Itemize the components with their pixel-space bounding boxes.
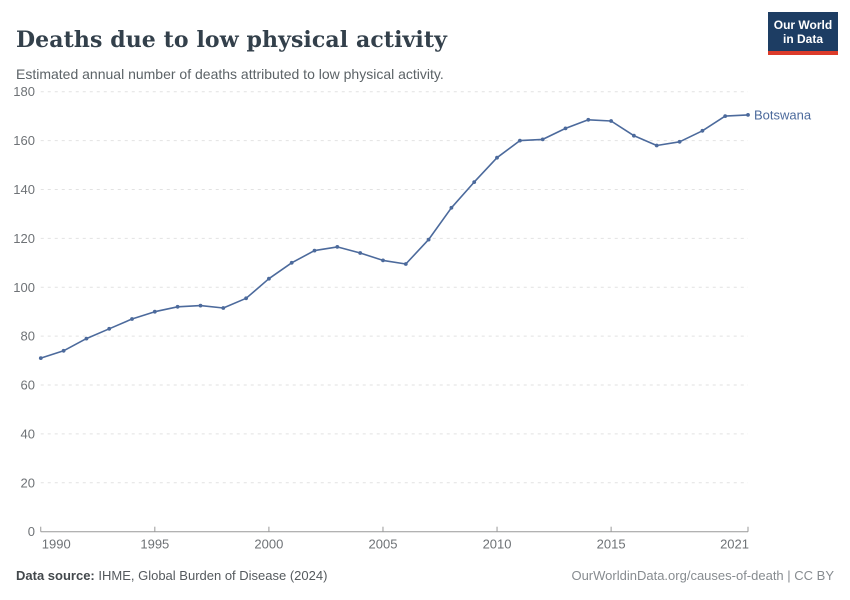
data-point bbox=[586, 117, 591, 122]
data-point bbox=[518, 138, 522, 143]
data-point bbox=[358, 251, 363, 255]
owid-logo-line2: in Data bbox=[782, 32, 823, 47]
data-point bbox=[381, 258, 385, 263]
data-point bbox=[267, 276, 271, 281]
y-gridlines bbox=[40, 91, 748, 533]
data-point bbox=[312, 248, 317, 253]
y-tick-label: 140 bbox=[13, 182, 35, 197]
data-point bbox=[449, 205, 454, 210]
footer-datasource: Data source: IHME, Global Burden of Dise… bbox=[16, 568, 327, 583]
data-point bbox=[244, 296, 249, 301]
x-tick-label: 2005 bbox=[369, 537, 398, 552]
y-tick-label: 0 bbox=[28, 524, 35, 539]
data-point bbox=[677, 139, 682, 144]
data-point bbox=[654, 143, 659, 148]
data-point bbox=[221, 306, 226, 310]
page-title: Deaths due to low physical activity bbox=[16, 26, 448, 53]
data-point bbox=[198, 303, 203, 308]
y-tick-label: 120 bbox=[13, 231, 35, 246]
data-point bbox=[632, 133, 636, 138]
x-tick-label: 2015 bbox=[597, 537, 626, 552]
y-tick-label: 40 bbox=[21, 426, 35, 441]
data-point bbox=[472, 180, 477, 185]
data-point bbox=[700, 128, 705, 133]
series-entity-label: Botswana bbox=[754, 107, 812, 122]
data-point bbox=[107, 326, 112, 331]
x-tick-label: 2010 bbox=[483, 537, 512, 552]
y-tick-label: 100 bbox=[13, 280, 35, 295]
series-markers bbox=[38, 113, 750, 360]
data-point bbox=[609, 119, 613, 123]
data-point bbox=[426, 237, 431, 242]
y-tick-label: 180 bbox=[13, 84, 35, 99]
data-point bbox=[335, 245, 340, 249]
x-tick-label: 1990 bbox=[42, 537, 71, 552]
x-tick-label: 2000 bbox=[254, 537, 283, 552]
data-point bbox=[175, 304, 180, 309]
data-point bbox=[563, 126, 568, 131]
x-axis-ticks: 1990 1995 2000 2005 2010 2015 2021 bbox=[40, 526, 749, 552]
footer-attribution: OurWorldinData.org/causes-of-death | CC … bbox=[571, 568, 834, 583]
data-point bbox=[61, 348, 66, 353]
series-line bbox=[40, 114, 749, 359]
y-axis-labels: 0 20 40 60 80 100 120 140 160 180 bbox=[13, 84, 35, 539]
data-point bbox=[38, 356, 43, 360]
data-point bbox=[746, 113, 750, 117]
data-point bbox=[289, 260, 294, 265]
data-point bbox=[723, 114, 728, 118]
data-point bbox=[130, 317, 134, 321]
y-tick-label: 20 bbox=[21, 475, 35, 490]
footer-datasource-label: Data source: bbox=[16, 568, 95, 583]
y-tick-label: 60 bbox=[21, 378, 35, 393]
data-point bbox=[495, 155, 499, 160]
page-subtitle: Estimated annual number of deaths attrib… bbox=[16, 66, 444, 82]
x-tick-label: 1995 bbox=[140, 537, 169, 552]
y-tick-label: 80 bbox=[21, 329, 35, 344]
owid-logo-line1: Our World bbox=[773, 18, 833, 32]
data-point bbox=[403, 262, 408, 266]
data-point bbox=[540, 137, 545, 142]
owid-logo: Our World in Data bbox=[768, 12, 838, 55]
y-tick-label: 160 bbox=[13, 133, 35, 148]
x-tick-label: 2021 bbox=[720, 537, 749, 552]
data-point bbox=[84, 336, 89, 341]
data-point bbox=[152, 309, 157, 314]
footer-datasource-value: IHME, Global Burden of Disease (2024) bbox=[98, 568, 328, 583]
